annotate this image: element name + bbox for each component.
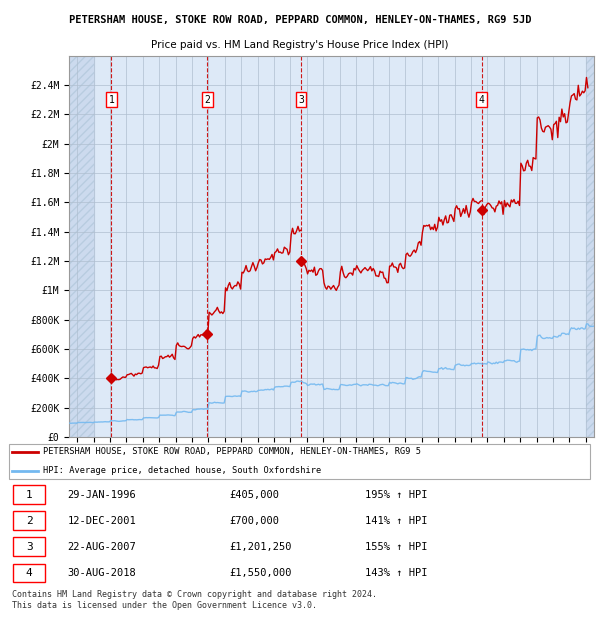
FancyBboxPatch shape <box>13 564 46 582</box>
Text: HPI: Average price, detached house, South Oxfordshire: HPI: Average price, detached house, Sout… <box>43 466 321 476</box>
Bar <box>69 56 94 437</box>
FancyBboxPatch shape <box>13 512 46 530</box>
Text: £1,201,250: £1,201,250 <box>229 542 292 552</box>
Text: £700,000: £700,000 <box>229 516 280 526</box>
Text: 12-DEC-2001: 12-DEC-2001 <box>68 516 136 526</box>
Text: 3: 3 <box>298 95 304 105</box>
Text: 143% ↑ HPI: 143% ↑ HPI <box>365 568 427 578</box>
Text: 30-AUG-2018: 30-AUG-2018 <box>68 568 136 578</box>
Text: £405,000: £405,000 <box>229 490 280 500</box>
Text: 195% ↑ HPI: 195% ↑ HPI <box>365 490 427 500</box>
Text: 1: 1 <box>26 490 32 500</box>
Text: £1,550,000: £1,550,000 <box>229 568 292 578</box>
Bar <box>586 56 594 437</box>
Text: 29-JAN-1996: 29-JAN-1996 <box>68 490 136 500</box>
FancyBboxPatch shape <box>9 444 590 479</box>
Text: 155% ↑ HPI: 155% ↑ HPI <box>365 542 427 552</box>
FancyBboxPatch shape <box>13 485 46 504</box>
Text: 22-AUG-2007: 22-AUG-2007 <box>68 542 136 552</box>
Text: PETERSHAM HOUSE, STOKE ROW ROAD, PEPPARD COMMON, HENLEY-ON-THAMES, RG9 5JD: PETERSHAM HOUSE, STOKE ROW ROAD, PEPPARD… <box>69 16 531 25</box>
Text: 2: 2 <box>26 516 32 526</box>
Text: 3: 3 <box>26 542 32 552</box>
Text: 4: 4 <box>479 95 485 105</box>
Text: Contains HM Land Registry data © Crown copyright and database right 2024.
This d: Contains HM Land Registry data © Crown c… <box>12 590 377 609</box>
Text: 1: 1 <box>109 95 114 105</box>
Text: 4: 4 <box>26 568 32 578</box>
FancyBboxPatch shape <box>13 538 46 556</box>
Bar <box>69 56 94 437</box>
Text: PETERSHAM HOUSE, STOKE ROW ROAD, PEPPARD COMMON, HENLEY-ON-THAMES, RG9 5: PETERSHAM HOUSE, STOKE ROW ROAD, PEPPARD… <box>43 447 421 456</box>
Text: 2: 2 <box>204 95 210 105</box>
Text: 141% ↑ HPI: 141% ↑ HPI <box>365 516 427 526</box>
Text: Price paid vs. HM Land Registry's House Price Index (HPI): Price paid vs. HM Land Registry's House … <box>151 40 449 50</box>
Bar <box>586 56 594 437</box>
